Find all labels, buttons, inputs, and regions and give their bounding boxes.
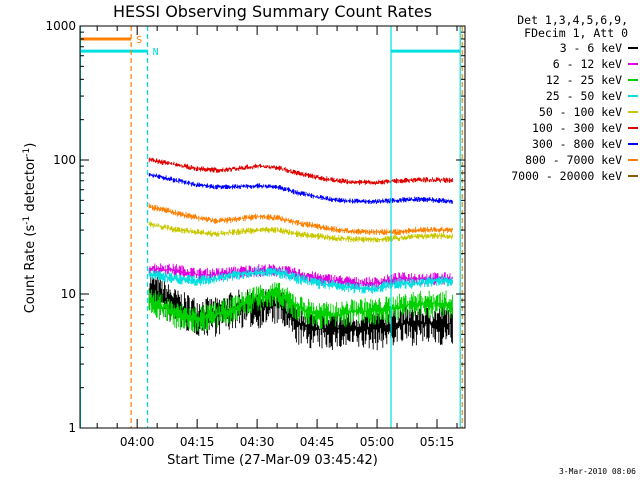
legend-entry: 25 - 50 keV	[478, 88, 638, 104]
legend-swatch	[628, 159, 638, 161]
flag-layer: SN	[80, 35, 461, 58]
legend-swatch	[628, 127, 638, 129]
legend-entry: 50 - 100 keV	[478, 104, 638, 120]
legend-entry: 12 - 25 keV	[478, 72, 638, 88]
plot-frame	[79, 25, 466, 429]
x-tick-label: 05:00	[360, 435, 395, 449]
legend-entry-label: 25 - 50 keV	[545, 89, 622, 103]
legend-swatch	[628, 63, 638, 65]
series-4	[148, 221, 453, 243]
y-tick-label: 10	[61, 287, 76, 301]
legend-header-line-2: FDecim 1, Att 0	[524, 26, 628, 40]
y-tick-label: 1	[68, 421, 76, 435]
x-tick-label: 04:00	[120, 435, 155, 449]
series-line-2	[148, 282, 453, 333]
legend-entry-label: 100 - 300 keV	[531, 121, 622, 135]
legend-entry: 6 - 12 keV	[478, 56, 638, 72]
legend-entry-label: 50 - 100 keV	[538, 105, 622, 119]
legend-entry-label: 12 - 25 keV	[545, 73, 622, 87]
y-tick-label: 100	[53, 153, 76, 167]
legend-swatch	[628, 95, 638, 97]
x-tick-label: 04:30	[240, 435, 275, 449]
legend-swatch	[628, 79, 638, 81]
vertical-line-layer	[79, 26, 463, 428]
x-axis-label: Start Time (27-Mar-09 03:45:42)	[167, 453, 378, 468]
legend-entry: 800 - 7000 keV	[478, 152, 638, 168]
series-5	[148, 157, 453, 186]
legend-swatch	[628, 47, 638, 49]
y-tick-label: 1000	[45, 19, 76, 33]
axis-layer: 1 10 100 1000 04:00 04:15 04:30 04:45 05:00 05:15	[45, 19, 466, 449]
legend-swatch	[628, 111, 638, 113]
series-3	[148, 266, 453, 294]
series-layer	[148, 157, 453, 351]
series-6	[148, 172, 453, 205]
series-2	[148, 282, 453, 333]
series-line-7	[148, 203, 453, 236]
legend-entry: 3 - 6 keV	[478, 40, 638, 56]
flag-label-1: N	[153, 47, 159, 58]
legend-entry-label: 3 - 6 keV	[559, 41, 622, 55]
flag-label-0: S	[136, 35, 142, 46]
legend-entry: 300 - 800 keV	[478, 136, 638, 152]
series-7	[148, 203, 453, 236]
legend-entry-label: 300 - 800 keV	[531, 137, 622, 151]
y-axis-label: Count Rate (s-1 detector-1)	[21, 142, 39, 314]
series-line-4	[148, 221, 453, 243]
series-line-3	[148, 266, 453, 294]
legend-entry-label: 7000 - 20000 keV	[511, 169, 622, 183]
legend-entries: 3 - 6 keV 6 - 12 keV 12 - 25 keV 25 - 50 ke…	[478, 40, 638, 184]
chart-title: HESSI Observing Summary Count Rates	[112, 2, 433, 21]
legend-entry-label: 6 - 12 keV	[552, 57, 622, 71]
generation-timestamp: 3-Mar-2010 08:06	[558, 467, 636, 476]
legend: Det 1,3,4,5,6,9, FDecim 1, Att 0 3 - 6 k…	[478, 14, 638, 184]
x-tick-label: 05:15	[420, 435, 455, 449]
legend-swatch	[628, 143, 638, 145]
series-line-6	[148, 172, 453, 205]
legend-entry: 100 - 300 keV	[478, 120, 638, 136]
x-tick-label: 04:45	[300, 435, 335, 449]
legend-header-line-1: Det 1,3,4,5,6,9,	[517, 13, 628, 27]
series-line-5	[148, 157, 453, 186]
x-tick-label: 04:15	[180, 435, 215, 449]
legend-entry: 7000 - 20000 keV	[478, 168, 638, 184]
legend-swatch	[628, 175, 638, 177]
legend-entry-label: 800 - 7000 keV	[525, 153, 622, 167]
